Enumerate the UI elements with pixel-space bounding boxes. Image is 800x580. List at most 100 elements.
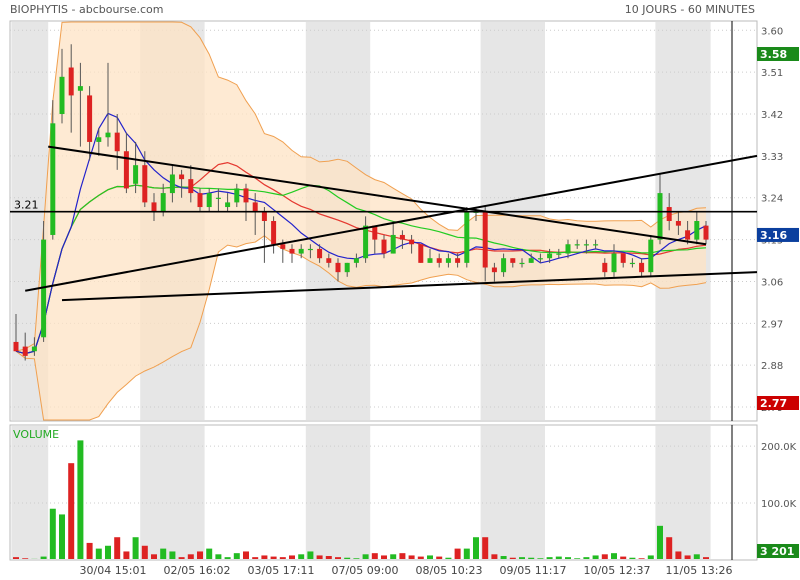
volume-bar xyxy=(132,537,139,559)
bollinger-lower-line xyxy=(15,235,707,421)
volume-bar xyxy=(528,557,535,559)
candle xyxy=(409,234,415,254)
candle xyxy=(307,244,313,259)
candle xyxy=(68,44,74,133)
bollinger-band-area xyxy=(16,22,706,420)
candle xyxy=(648,234,654,277)
time-tick-label: 30/04 15:01 xyxy=(80,564,147,577)
candle xyxy=(565,239,571,259)
session-shade xyxy=(140,426,205,559)
candle xyxy=(335,258,341,282)
volume-bar xyxy=(583,557,590,559)
volume-bar xyxy=(243,551,249,559)
volume-last-tag xyxy=(757,544,799,558)
volume-bar xyxy=(95,548,102,559)
candle xyxy=(298,244,304,259)
volume-bar xyxy=(169,551,176,559)
volume-bar xyxy=(482,537,489,559)
candle xyxy=(583,239,589,254)
volume-bar xyxy=(693,554,700,559)
volume-bar xyxy=(473,537,479,559)
candle xyxy=(22,332,28,361)
candle xyxy=(344,262,350,277)
volume-bar xyxy=(206,548,213,559)
volume-bar xyxy=(537,558,544,559)
volume-tick-label: 100.0K xyxy=(761,499,797,510)
candle xyxy=(519,258,525,268)
volume-bar xyxy=(123,551,130,559)
candle xyxy=(464,207,470,268)
volume-bar xyxy=(638,558,645,559)
volume-bar xyxy=(59,514,65,559)
time-tick-label: 09/05 11:17 xyxy=(500,564,567,577)
candle xyxy=(427,248,433,263)
volume-bar xyxy=(362,554,369,559)
volume-bar xyxy=(353,558,360,559)
volume-bar xyxy=(13,557,19,559)
candle xyxy=(418,244,424,263)
candle xyxy=(169,165,175,203)
volume-bar xyxy=(252,557,259,559)
volume-bars xyxy=(13,440,709,559)
time-tick-label: 11/05 13:26 xyxy=(666,564,733,577)
volume-bar xyxy=(390,554,397,559)
time-tick-label: 02/05 16:02 xyxy=(164,564,231,577)
candle xyxy=(363,216,369,263)
ma30-line xyxy=(15,184,707,355)
candle xyxy=(703,221,709,245)
candle xyxy=(41,221,47,342)
volume-bar xyxy=(445,557,452,559)
volume-panel-frame xyxy=(9,424,758,561)
candle xyxy=(602,258,608,277)
volume-bar xyxy=(399,553,406,559)
volume-bar xyxy=(279,557,286,559)
volume-bar xyxy=(224,557,231,559)
volume-bar xyxy=(408,555,415,559)
candle xyxy=(197,188,203,212)
time-tick-label: 07/05 09:00 xyxy=(332,564,399,577)
volume-bar xyxy=(601,554,608,559)
candle xyxy=(133,141,139,194)
last-low-tag-label: 2.77 xyxy=(760,397,787,410)
candle xyxy=(123,132,129,194)
trend-lines xyxy=(25,145,758,302)
volume-bar xyxy=(197,551,203,559)
volume-bar xyxy=(436,556,443,559)
volume-bar xyxy=(22,558,29,559)
price-panel: 3.21 xyxy=(9,20,758,422)
volume-bar xyxy=(233,553,240,559)
volume-bar xyxy=(675,551,682,559)
candle xyxy=(629,258,635,268)
chart-period: 10 JOURS - 60 MINUTES xyxy=(625,3,755,16)
volume-bar xyxy=(86,542,93,559)
trend-line xyxy=(48,145,707,246)
candle xyxy=(234,183,240,208)
price-tick-label: 3.51 xyxy=(761,68,783,79)
volume-bar xyxy=(261,555,268,559)
candle xyxy=(243,183,249,221)
volume-bar xyxy=(647,555,654,559)
volume-bar xyxy=(629,557,636,559)
candle xyxy=(317,244,323,263)
time-tick-label: 10/05 12:37 xyxy=(584,564,651,577)
candle xyxy=(326,253,332,268)
volume-bar xyxy=(77,440,84,559)
volume-bar xyxy=(463,548,470,559)
trend-line xyxy=(61,271,758,302)
candle xyxy=(381,234,387,259)
volume-bar xyxy=(49,508,56,559)
candle xyxy=(105,62,111,147)
volume-bar xyxy=(40,556,47,559)
price-tick-label: 3.06 xyxy=(761,277,783,288)
volume-bar xyxy=(289,555,295,559)
volume-bar xyxy=(546,557,553,559)
candle xyxy=(353,253,359,268)
volume-bar xyxy=(344,557,351,559)
candle xyxy=(271,216,277,254)
price-axis: 3.603.513.423.333.243.153.062.972.882.79 xyxy=(761,26,783,414)
candle xyxy=(685,221,691,245)
candle xyxy=(639,258,645,277)
price-tick-label: 2.97 xyxy=(761,319,783,330)
volume-bar xyxy=(657,525,663,559)
ma7-line xyxy=(15,112,707,355)
